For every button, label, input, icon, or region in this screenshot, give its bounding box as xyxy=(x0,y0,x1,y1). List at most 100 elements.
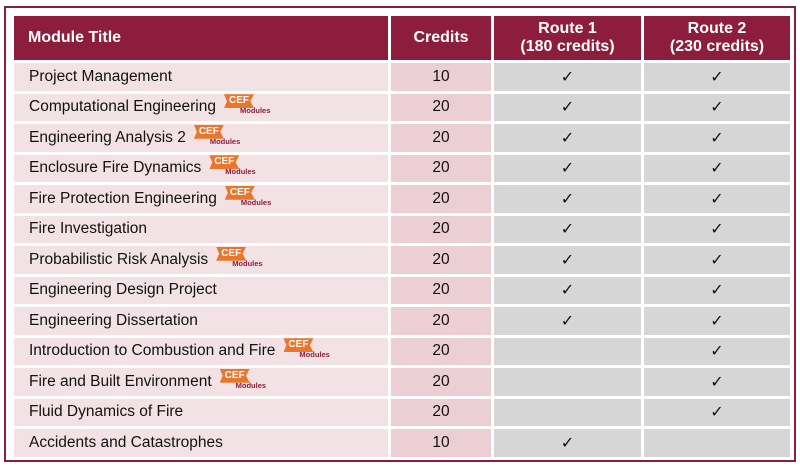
table-row: Introduction to Combustion and Fire CEF Mo… xyxy=(14,337,790,365)
credits-cell: 20 xyxy=(391,124,491,152)
table-row: Fire and Built Environment CEF Modules 20 ✓ xyxy=(14,368,790,396)
table-row: Fire Investigation 20 ✓ ✓ xyxy=(14,215,790,243)
credits-cell: 20 xyxy=(391,246,491,274)
route1-cell: ✓ xyxy=(494,154,641,182)
table-row: Engineering Dissertation 20 ✓ ✓ xyxy=(14,307,790,335)
route1-cell xyxy=(494,337,641,365)
module-title-cell: Fire and Built Environment CEF Modules xyxy=(14,368,388,396)
cef-modules-badge-icon: CEF Modules xyxy=(193,124,241,147)
checkmark-icon: ✓ xyxy=(560,188,575,208)
route2-header-label: Route 2 xyxy=(687,20,747,37)
cef-badge-label: CEF xyxy=(216,246,247,261)
module-title: Introduction to Combustion and Fire xyxy=(29,342,276,360)
credits-cell: 20 xyxy=(391,368,491,396)
checkmark-icon: ✓ xyxy=(710,66,724,86)
credits-cell: 20 xyxy=(391,307,491,335)
route2-cell: ✓ xyxy=(644,337,790,365)
route2-cell: ✓ xyxy=(644,154,790,182)
route2-cell: ✓ xyxy=(644,185,790,213)
cef-badge-sublabel: Modules xyxy=(240,197,272,207)
cef-badge-sublabel: Modules xyxy=(225,167,256,177)
route1-cell: ✓ xyxy=(494,215,641,243)
route2-cell: ✓ xyxy=(644,398,790,426)
module-title: Project Management xyxy=(29,67,173,85)
checkmark-icon: ✓ xyxy=(560,249,575,269)
module-title-cell: Fluid Dynamics of Fire xyxy=(14,398,388,426)
credits-cell: 20 xyxy=(391,398,491,426)
route1-header-label: Route 1 xyxy=(538,20,597,37)
route2-header: Route 2 (230 credits) xyxy=(644,16,790,60)
table-row: Enclosure Fire Dynamics CEF Modules 20 ✓ ✓ xyxy=(14,154,790,182)
route2-cell: ✓ xyxy=(644,276,790,304)
module-title-header: Module Title xyxy=(14,16,388,60)
module-table: Module Title Credits Route 1 (180 credit… xyxy=(11,13,793,460)
route2-cell: ✓ xyxy=(644,63,790,91)
credits-cell: 20 xyxy=(391,154,491,182)
table-row: Fluid Dynamics of Fire 20 ✓ xyxy=(14,398,790,426)
module-title: Accidents and Catastrophes xyxy=(29,433,223,451)
module-title: Engineering Design Project xyxy=(29,281,217,299)
module-table-frame: Module Title Credits Route 1 (180 credit… xyxy=(4,6,796,462)
table-header-row: Module Title Credits Route 1 (180 credit… xyxy=(14,16,790,60)
module-title: Fluid Dynamics of Fire xyxy=(29,403,184,421)
module-title: Engineering Analysis 2 xyxy=(29,128,186,146)
cef-modules-badge-icon: CEF Modules xyxy=(209,155,256,177)
checkmark-icon: ✓ xyxy=(710,158,724,178)
module-title-cell: Engineering Dissertation xyxy=(14,307,388,335)
module-title-cell: Enclosure Fire Dynamics CEF Modules xyxy=(14,154,388,182)
module-title: Enclosure Fire Dynamics xyxy=(29,159,202,177)
module-title-cell: Probabilistic Risk Analysis CEF Modules xyxy=(14,246,388,274)
cef-badge-sublabel: Modules xyxy=(299,350,330,360)
table-row: Engineering Design Project 20 ✓ ✓ xyxy=(14,276,790,304)
checkmark-icon: ✓ xyxy=(710,97,724,117)
checkmark-icon: ✓ xyxy=(710,249,724,269)
module-title-cell: Fire Protection Engineering CEF Modules xyxy=(14,185,388,213)
credits-cell: 20 xyxy=(391,93,491,121)
cef-badge-label: CEF xyxy=(283,338,314,353)
checkmark-icon: ✓ xyxy=(710,341,724,361)
checkmark-icon: ✓ xyxy=(560,97,575,117)
cef-badge-label: CEF xyxy=(219,368,250,383)
table-row: Project Management 10 ✓ ✓ xyxy=(14,63,790,91)
module-title-cell: Introduction to Combustion and Fire CEF Mo… xyxy=(14,337,388,365)
cef-badge-sublabel: Modules xyxy=(209,136,241,146)
route1-header-credits: (180 credits) xyxy=(520,38,615,55)
route2-cell: ✓ xyxy=(644,124,790,152)
checkmark-icon: ✓ xyxy=(710,280,724,300)
route2-header-credits: (230 credits) xyxy=(669,38,765,55)
route1-cell: ✓ xyxy=(494,124,641,152)
checkmark-icon: ✓ xyxy=(710,188,724,208)
route1-cell xyxy=(494,368,641,396)
table-row: Engineering Analysis 2 CEF Modules 20 ✓ ✓ xyxy=(14,124,790,152)
cef-modules-badge-icon: CEF Modules xyxy=(223,94,271,116)
route1-cell: ✓ xyxy=(494,185,641,213)
cef-badge-sublabel: Modules xyxy=(239,106,271,116)
cef-badge-sublabel: Modules xyxy=(235,380,267,390)
checkmark-icon: ✓ xyxy=(710,371,724,391)
module-title-cell: Engineering Analysis 2 CEF Modules xyxy=(14,124,388,152)
cef-modules-badge-icon: CEF Modules xyxy=(216,246,263,269)
checkmark-icon: ✓ xyxy=(560,432,575,452)
cef-badge-label: CEF xyxy=(193,124,224,139)
cef-modules-badge-icon: CEF Modules xyxy=(283,338,330,360)
cef-badge-label: CEF xyxy=(209,155,240,170)
module-title-cell: Computational Engineering CEF Modules xyxy=(14,93,388,121)
checkmark-icon: ✓ xyxy=(710,402,724,422)
checkmark-icon: ✓ xyxy=(560,127,575,147)
checkmark-icon: ✓ xyxy=(710,219,724,239)
cef-modules-badge-icon: CEF Modules xyxy=(224,185,272,208)
checkmark-icon: ✓ xyxy=(710,127,724,147)
module-title-cell: Project Management xyxy=(14,63,388,91)
route2-cell: ✓ xyxy=(644,307,790,335)
cef-badge-label: CEF xyxy=(223,94,254,109)
table-row: Accidents and Catastrophes 10 ✓ xyxy=(14,429,790,457)
cef-badge-sublabel: Modules xyxy=(232,258,263,268)
cef-badge-label: CEF xyxy=(224,185,255,200)
table-row: Computational Engineering CEF Modules 20 ✓ ✓ xyxy=(14,93,790,121)
credits-cell: 20 xyxy=(391,185,491,213)
route1-cell xyxy=(494,398,641,426)
checkmark-icon: ✓ xyxy=(560,280,575,300)
credits-cell: 20 xyxy=(391,337,491,365)
route1-cell: ✓ xyxy=(494,307,641,335)
route2-cell: ✓ xyxy=(644,246,790,274)
